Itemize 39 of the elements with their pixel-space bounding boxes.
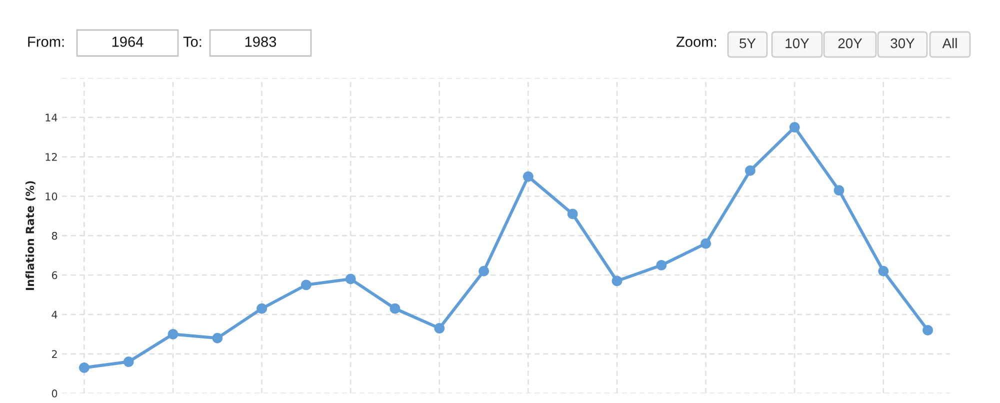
point bbox=[300, 280, 312, 290]
point bbox=[789, 122, 800, 132]
text: 1964 bbox=[112, 36, 144, 47]
y-axis-title: Inflation Rate (%) bbox=[25, 181, 36, 290]
point bbox=[478, 266, 490, 276]
text: Zoom: bbox=[676, 36, 716, 47]
point bbox=[922, 325, 934, 336]
text: 20Y bbox=[838, 38, 862, 48]
text: From: bbox=[28, 36, 64, 47]
y-tick-label: 4 bbox=[52, 310, 58, 318]
y-tick-label: 10 bbox=[46, 192, 58, 200]
text: 1983 bbox=[245, 36, 276, 47]
point bbox=[78, 362, 90, 373]
point bbox=[168, 328, 178, 340]
y-tick-label: 8 bbox=[52, 232, 58, 240]
point bbox=[434, 323, 445, 334]
point bbox=[744, 165, 756, 176]
point bbox=[612, 276, 622, 286]
point bbox=[567, 208, 578, 220]
text: 30Y bbox=[890, 38, 915, 48]
point bbox=[700, 238, 712, 249]
y-tick-label: 6 bbox=[52, 271, 58, 280]
point bbox=[834, 185, 844, 196]
text: All bbox=[942, 38, 957, 48]
text: 5Y bbox=[740, 38, 756, 48]
y-tick-label: 2 bbox=[52, 350, 57, 358]
point bbox=[123, 356, 134, 367]
point bbox=[522, 171, 534, 182]
point bbox=[212, 332, 223, 344]
text: To: bbox=[183, 36, 202, 47]
point bbox=[256, 303, 268, 314]
text: 10Y bbox=[786, 38, 810, 48]
y-tick-label: 0 bbox=[52, 390, 58, 398]
y-tick-label: 12 bbox=[46, 153, 57, 161]
point bbox=[656, 260, 667, 270]
point bbox=[345, 274, 356, 284]
point bbox=[390, 303, 400, 314]
point bbox=[878, 266, 889, 276]
y-tick-label: 14 bbox=[46, 114, 58, 122]
